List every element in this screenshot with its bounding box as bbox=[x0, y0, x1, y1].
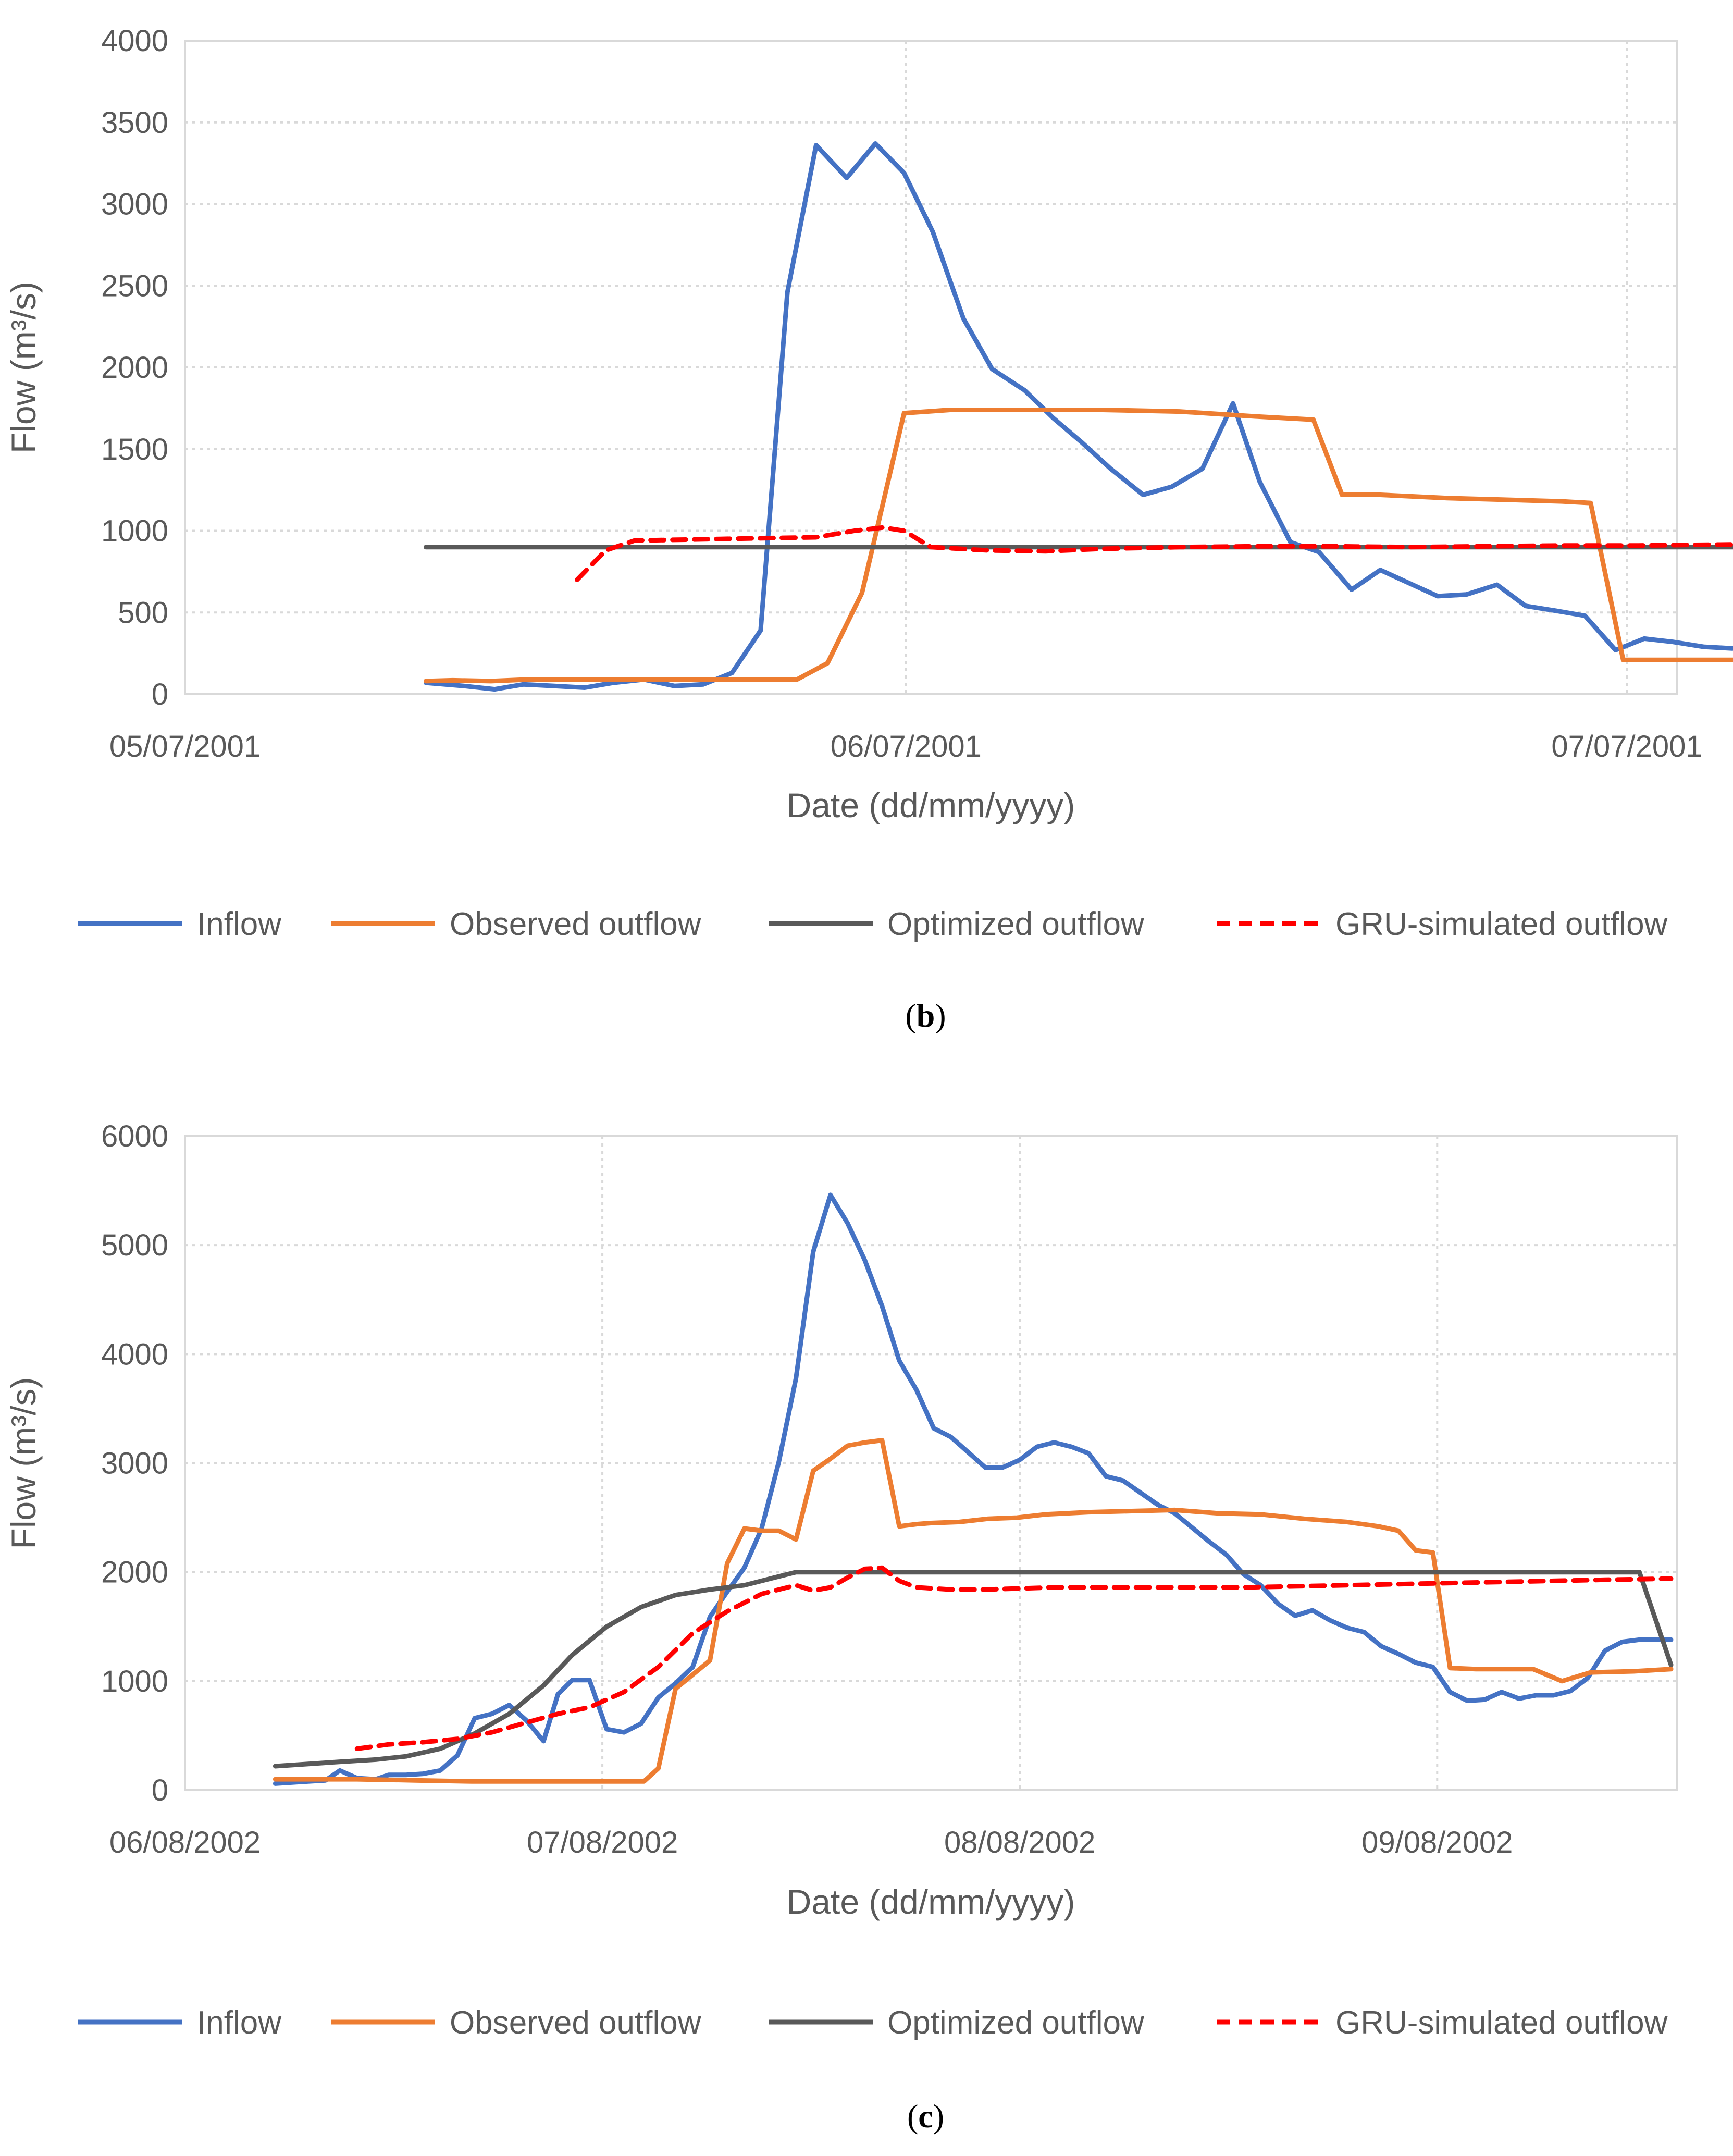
chart-panel-c: 0 1000 2000 3000 4000 5000 6000 06/08/2002 07/08… bbox=[4, 1119, 1678, 2135]
panel-c-legend-label-inflow: Inflow bbox=[197, 2005, 281, 2041]
panel-b-series-optimized-outflow bbox=[424, 545, 1733, 550]
panel-c-legend: Inflow Observed outflow Optimized outflow G… bbox=[78, 2005, 1668, 2041]
panel-c-caption-label: c bbox=[918, 2098, 933, 2135]
panel-b-legend-label-optimized-outflow: Optimized outflow bbox=[887, 906, 1144, 942]
panel-c-legend-label-gru-simulated-outflow: GRU-simulated outflow bbox=[1335, 2005, 1668, 2041]
panel-b-y-tick-label: 500 bbox=[118, 596, 168, 630]
panel-c-legend-label-optimized-outflow: Optimized outflow bbox=[887, 2005, 1144, 2041]
panel-c-legend-label-observed-outflow: Observed outflow bbox=[450, 2005, 701, 2041]
panel-c-caption: (c) bbox=[907, 2098, 944, 2135]
chart-panels: 0 500 1000 1500 2000 2500 3000 3500 4000 05/07/20… bbox=[4, 24, 1733, 2135]
panel-c-y-tick-label: 0 bbox=[152, 1773, 168, 1807]
panel-b-y-tick-label: 1500 bbox=[101, 433, 168, 466]
panel-c-y-axis-title: Flow (m³/s) bbox=[4, 1377, 43, 1549]
panel-b-legend-label-gru-simulated-outflow: GRU-simulated outflow bbox=[1335, 906, 1668, 942]
panel-c-y-tick-label: 1000 bbox=[101, 1665, 168, 1698]
panel-b-legend-label-observed-outflow: Observed outflow bbox=[450, 906, 701, 942]
panel-b-y-tick-label: 2500 bbox=[101, 269, 168, 303]
panel-b-y-tick-label: 3500 bbox=[101, 106, 168, 140]
panel-c-y-tick-label: 4000 bbox=[101, 1337, 168, 1371]
panel-c-caption-close: ) bbox=[933, 2098, 944, 2135]
panel-b-y-tick-label: 0 bbox=[152, 677, 168, 711]
panel-c-series-observed-outflow bbox=[273, 1438, 1674, 1784]
panel-b-x-tick-label: 05/07/2001 bbox=[109, 730, 261, 763]
panel-b-x-tick-label: 06/07/2001 bbox=[831, 730, 982, 763]
panel-c-series-inflow bbox=[273, 1192, 1674, 1786]
panel-b-series-group bbox=[424, 141, 1733, 692]
panel-c-x-tick-label: 08/08/2002 bbox=[944, 1826, 1095, 1859]
panel-b-legend-label-inflow: Inflow bbox=[197, 906, 281, 942]
panel-b-caption-label: b bbox=[917, 997, 935, 1034]
panel-c-x-tick-label: 07/08/2002 bbox=[527, 1826, 678, 1859]
chart-panel-b: 0 500 1000 1500 2000 2500 3000 3500 4000 05/07/20… bbox=[4, 24, 1733, 1034]
panel-c-caption-open: ( bbox=[907, 2098, 918, 2135]
panel-c-x-axis-title: Date (dd/mm/yyyy) bbox=[787, 1882, 1075, 1921]
panel-c-series-optimized-outflow bbox=[273, 1570, 1674, 1769]
panel-b-y-tick-label: 2000 bbox=[101, 351, 168, 385]
panel-c-y-tick-label: 6000 bbox=[101, 1119, 168, 1153]
panel-c-y-tick-label: 2000 bbox=[101, 1556, 168, 1590]
panel-b-y-axis-title: Flow (m³/s) bbox=[4, 281, 43, 453]
panel-b-legend: Inflow Observed outflow Optimized outflow G… bbox=[78, 906, 1668, 942]
panel-b-y-tick-label: 4000 bbox=[101, 24, 168, 58]
panel-c-x-tick-label: 09/08/2002 bbox=[1361, 1826, 1513, 1859]
panel-b-y-tick-label: 1000 bbox=[101, 514, 168, 548]
panel-c-series-gru-simulated-outflow bbox=[354, 1565, 1674, 1751]
panel-b-plot-area bbox=[184, 40, 1678, 695]
panel-c-y-tick-label: 5000 bbox=[101, 1228, 168, 1262]
panel-b-caption: (b) bbox=[905, 997, 946, 1034]
panel-b-caption-open: ( bbox=[905, 997, 916, 1034]
panel-b-x-tick-label: 07/07/2001 bbox=[1551, 730, 1702, 763]
panel-c-series-group bbox=[273, 1192, 1674, 1786]
panel-b-y-tick-label: 3000 bbox=[101, 188, 168, 221]
panel-c-plot-area bbox=[184, 1135, 1678, 1791]
panel-b-series-gru-simulated-outflow bbox=[575, 525, 1733, 582]
panel-b-x-axis-title: Date (dd/mm/yyyy) bbox=[787, 786, 1075, 824]
panel-b-series-observed-outflow bbox=[424, 408, 1733, 684]
panel-b-series-inflow bbox=[424, 141, 1733, 692]
panel-b-caption-close: ) bbox=[935, 997, 946, 1034]
panel-c-y-tick-label: 3000 bbox=[101, 1447, 168, 1481]
panel-c-x-tick-label: 06/08/2002 bbox=[109, 1826, 261, 1859]
